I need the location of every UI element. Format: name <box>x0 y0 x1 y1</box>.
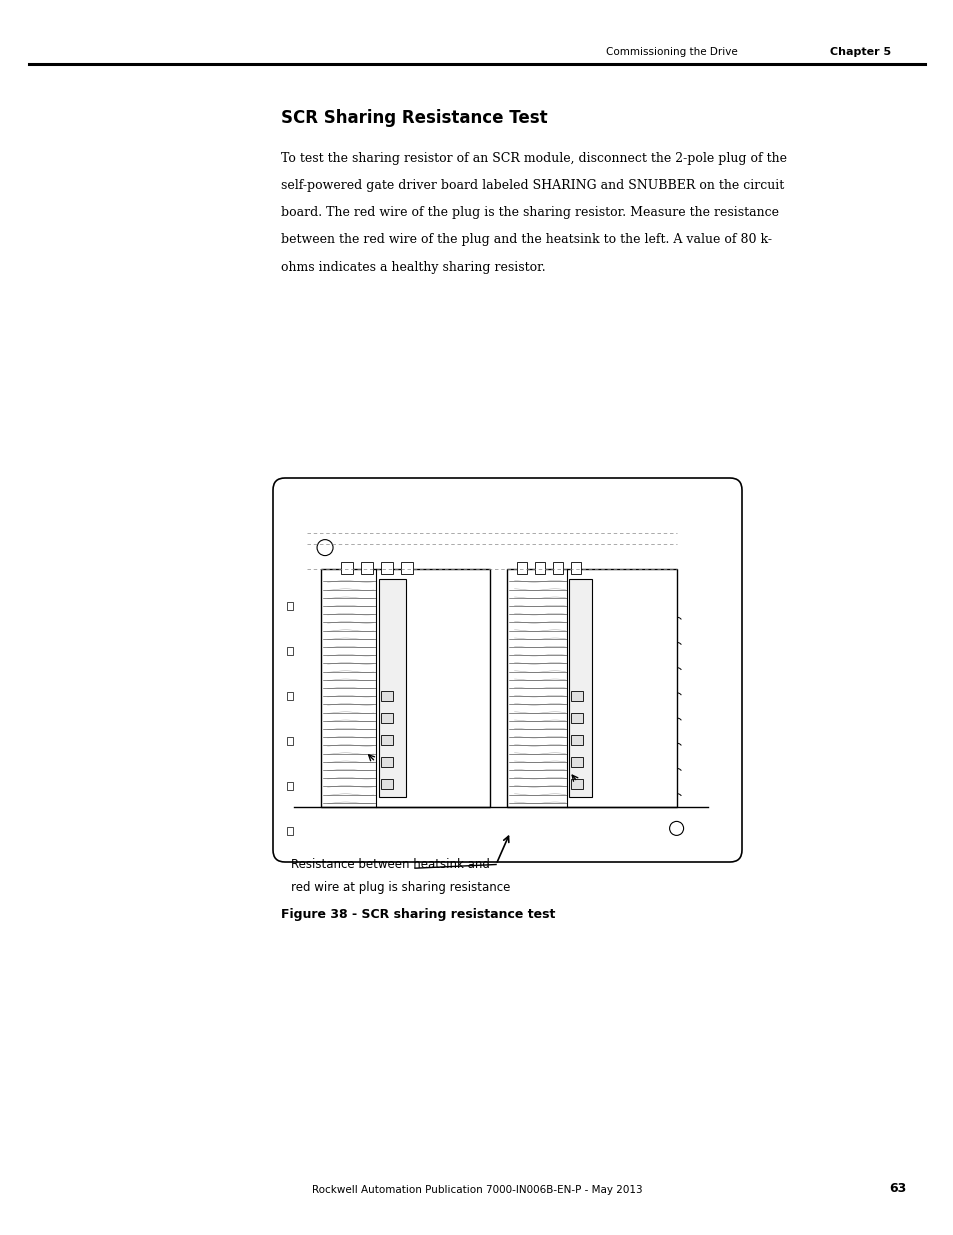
Bar <box>287 782 293 790</box>
Circle shape <box>316 540 333 556</box>
Text: Rockwell Automation Publication 7000-IN006B-EN-P - May 2013: Rockwell Automation Publication 7000-IN0… <box>312 1186 641 1195</box>
Bar <box>287 737 293 745</box>
Bar <box>378 579 405 797</box>
Bar <box>380 779 393 789</box>
Text: ohms indicates a healthy sharing resistor.: ohms indicates a healthy sharing resisto… <box>281 261 545 274</box>
Bar <box>553 562 563 574</box>
Text: Commissioning the Drive: Commissioning the Drive <box>605 47 737 57</box>
Bar <box>517 562 527 574</box>
Bar <box>571 735 583 745</box>
Bar <box>360 562 373 574</box>
Bar <box>320 569 489 806</box>
Bar <box>380 690 393 700</box>
Bar <box>571 690 583 700</box>
Text: between the red wire of the plug and the heatsink to the left. A value of 80 k-: between the red wire of the plug and the… <box>281 233 772 247</box>
Bar <box>287 827 293 835</box>
Bar <box>571 757 583 767</box>
Bar <box>535 562 545 574</box>
Text: self-powered gate driver board labeled SHARING and SNUBBER on the circuit: self-powered gate driver board labeled S… <box>281 179 784 193</box>
Text: SCR Sharing Resistance Test: SCR Sharing Resistance Test <box>281 109 547 127</box>
Bar <box>380 562 393 574</box>
Bar <box>287 692 293 700</box>
Text: red wire at plug is sharing resistance: red wire at plug is sharing resistance <box>291 881 510 894</box>
Bar <box>340 562 353 574</box>
Text: Resistance between heatsink and: Resistance between heatsink and <box>291 858 489 872</box>
Bar <box>571 779 583 789</box>
Bar <box>569 579 592 797</box>
Circle shape <box>669 821 683 835</box>
Text: board. The red wire of the plug is the sharing resistor. Measure the resistance: board. The red wire of the plug is the s… <box>281 206 779 220</box>
Bar <box>287 601 293 610</box>
Bar <box>507 569 676 806</box>
Text: Figure 38 - SCR sharing resistance test: Figure 38 - SCR sharing resistance test <box>281 908 556 921</box>
Text: To test the sharing resistor of an SCR module, disconnect the 2-pole plug of the: To test the sharing resistor of an SCR m… <box>281 152 786 165</box>
Text: 63: 63 <box>888 1182 905 1195</box>
Bar <box>380 713 393 722</box>
Bar <box>380 735 393 745</box>
Bar <box>287 647 293 655</box>
Bar <box>571 713 583 722</box>
Text: Chapter 5: Chapter 5 <box>829 47 890 57</box>
Bar <box>400 562 412 574</box>
Bar <box>380 757 393 767</box>
FancyBboxPatch shape <box>273 478 741 862</box>
Bar <box>571 562 581 574</box>
